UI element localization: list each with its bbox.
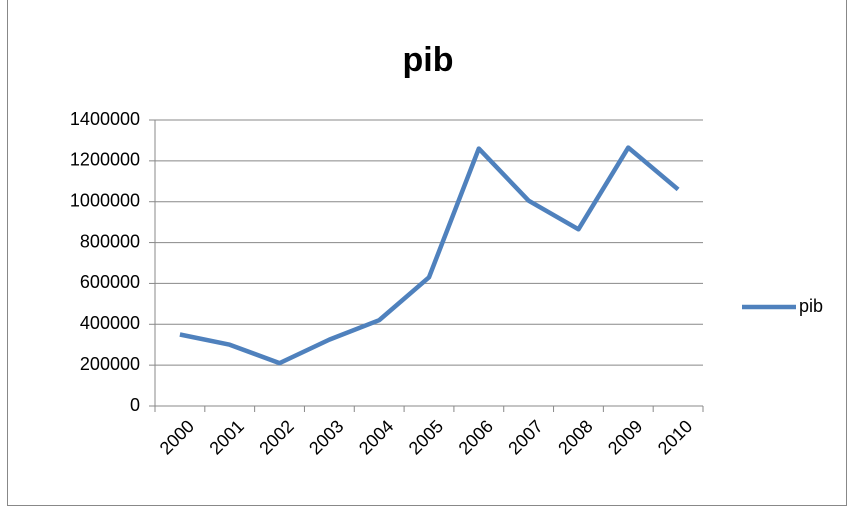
y-tick-label: 400000 — [80, 313, 140, 333]
y-tick-label: 600000 — [80, 272, 140, 292]
y-tick-label: 0 — [130, 395, 140, 415]
y-tick-label: 1400000 — [70, 109, 140, 129]
chart-frame — [7, 0, 847, 506]
legend-label: pib — [799, 296, 823, 316]
y-tick-label: 200000 — [80, 354, 140, 374]
y-tick-label: 800000 — [80, 231, 140, 251]
line-series — [179, 145, 680, 366]
y-tick-label: 1200000 — [70, 150, 140, 170]
chart-title: pib — [403, 41, 454, 79]
y-tick-label: 1000000 — [70, 190, 140, 210]
